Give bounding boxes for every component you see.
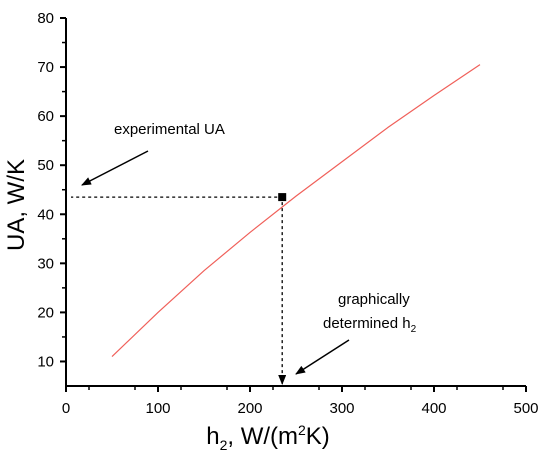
annotation-graphical-arrow bbox=[295, 339, 350, 375]
y-axis-title: UA, W/K bbox=[3, 159, 30, 251]
series-group bbox=[111, 64, 481, 357]
y-tick-label: 80 bbox=[37, 10, 54, 27]
y-tick-label: 40 bbox=[37, 206, 54, 223]
series-line bbox=[111, 64, 481, 357]
y-tick-label: 70 bbox=[37, 59, 54, 76]
annotation-graphical-line1: graphically bbox=[338, 291, 410, 308]
x-tick-label: 300 bbox=[329, 400, 354, 417]
x-tick-label: 200 bbox=[237, 400, 262, 417]
y-tick-label: 10 bbox=[37, 353, 54, 370]
y-tick-label: 50 bbox=[37, 157, 54, 174]
annotation-graphical-line2: determined h2 bbox=[323, 315, 417, 335]
y-tick-label: 60 bbox=[37, 108, 54, 125]
x-tick-label: 400 bbox=[421, 400, 446, 417]
y-tick-label: 20 bbox=[37, 304, 54, 321]
annotation-experimental-ua: experimental UA bbox=[114, 121, 225, 138]
y-tick-label: 30 bbox=[37, 255, 54, 272]
annotation-graphical-line2-sub: 2 bbox=[411, 324, 417, 335]
x-tick-label: 100 bbox=[145, 400, 170, 417]
annotation-graphical-line2-main: determined h bbox=[323, 315, 411, 332]
annotation-experimental-arrow bbox=[81, 150, 149, 186]
x-tick-label: 0 bbox=[62, 400, 70, 417]
guide-lines bbox=[71, 193, 287, 385]
axes bbox=[65, 18, 526, 387]
x-ticks: 0 100 200 300 400 500 bbox=[62, 386, 539, 417]
experimental-point bbox=[278, 193, 287, 202]
x-tick-label: 500 bbox=[513, 400, 538, 417]
x-axis-title: h2, W/(m2K) bbox=[206, 422, 330, 453]
y-ticks: 10 20 30 40 50 60 70 80 bbox=[37, 10, 66, 370]
